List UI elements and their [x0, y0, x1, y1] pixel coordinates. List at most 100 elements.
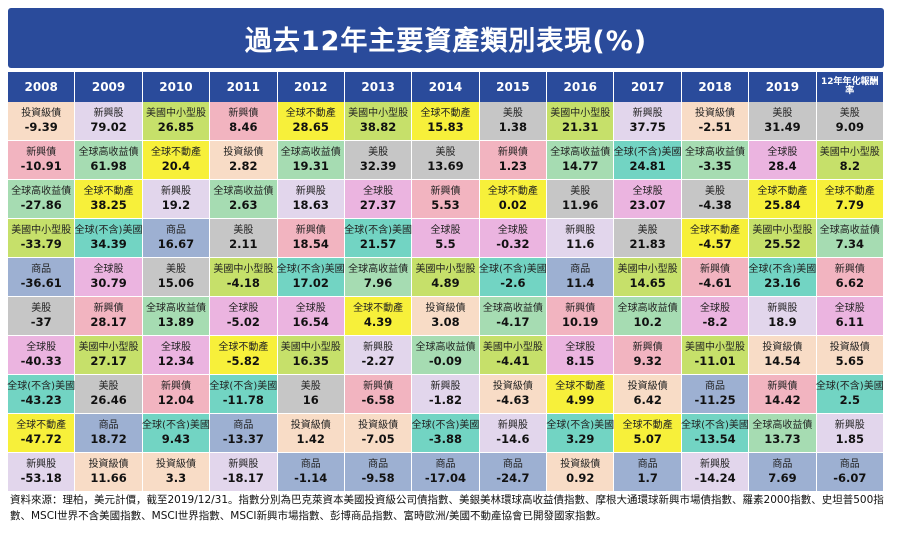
table-cell: 美股 32.39 [344, 141, 413, 180]
asset-name: 全球股 [295, 302, 326, 314]
asset-name: 全球(不含)美國 [478, 263, 547, 275]
table-cell: 新興股 -14.24 [681, 453, 750, 492]
return-value: 3.3 [165, 470, 187, 485]
asset-name: 全球不動產 [757, 185, 808, 197]
return-value: -27.86 [20, 197, 62, 212]
table-cell: 美國中小型股 21.31 [547, 102, 615, 141]
asset-name: 全球(不含)美國 [7, 380, 76, 392]
asset-name: 全球股 [834, 302, 865, 314]
return-value: 1.23 [498, 158, 528, 173]
return-value: -36.61 [20, 275, 62, 290]
return-value: 5.07 [633, 431, 662, 446]
table-cell: 美股 -37 [8, 297, 76, 336]
table-cell: 新興股 18.9 [749, 297, 817, 336]
return-value: -24.7 [496, 470, 530, 485]
asset-name: 美國中小型股 [550, 107, 611, 119]
asset-name: 投資級債 [290, 419, 331, 431]
asset-name: 新興債 [93, 302, 124, 314]
return-value: -2.51 [698, 119, 732, 134]
return-value: -10.91 [20, 158, 62, 173]
return-value: 7.79 [835, 197, 864, 212]
asset-name: 新興債 [363, 380, 394, 392]
table-cell: 全球股 8.15 [547, 336, 615, 375]
asset-name: 全球高收益債 [145, 302, 206, 314]
table-cell: 投資級債 0.92 [547, 453, 615, 492]
asset-name: 全球(不含)美國 [209, 380, 278, 392]
table-cell: 全球股 28.4 [749, 141, 817, 180]
return-value: 38.25 [90, 197, 127, 212]
return-value: 16.35 [292, 353, 329, 368]
return-value: 14.42 [764, 392, 801, 407]
return-value: -5.02 [226, 314, 260, 329]
return-value: 18.9 [768, 314, 797, 329]
table-cell: 美股 26.46 [75, 375, 143, 414]
asset-name: 投資級債 [21, 107, 62, 119]
return-value: -53.18 [20, 470, 62, 485]
table-cell: 全球(不含)美國 -43.23 [7, 375, 76, 414]
table-cell: 全球(不含)美國 -3.88 [412, 414, 480, 453]
table-cell: 新興債 6.62 [816, 258, 884, 297]
return-value: -9.39 [24, 119, 58, 134]
return-value: 18.72 [90, 431, 127, 446]
asset-name: 全球(不含)美國 [815, 380, 884, 392]
asset-name: 新興股 [430, 380, 461, 392]
return-value: 2.5 [839, 392, 860, 407]
table-cell: 新興股 37.75 [614, 102, 682, 141]
return-value: -3.88 [428, 431, 463, 446]
return-value: 32.39 [359, 158, 397, 173]
return-value: 7.34 [835, 236, 864, 251]
chart-title: 過去12年主要資產類別表現(%) [244, 25, 648, 57]
return-value: 12.04 [157, 392, 195, 407]
table-cell: 全球高收益債 -3.35 [681, 141, 750, 180]
table-cell: 商品 -11.25 [681, 375, 750, 414]
asset-name: 新興股 [26, 458, 57, 470]
asset-name: 美股 [31, 302, 52, 314]
asset-name: 美股 [705, 185, 726, 197]
return-value: 3.29 [566, 431, 595, 446]
asset-name: 全球股 [26, 341, 57, 353]
asset-name: 投資級債 [762, 341, 803, 353]
table-cell: 美股 13.69 [412, 141, 480, 180]
table-cell: 投資級債 11.66 [75, 453, 143, 492]
table-cell: 商品 -17.04 [412, 453, 480, 492]
table-cell: 商品 -6.07 [816, 453, 884, 492]
table-cell: 商品 -1.14 [277, 453, 345, 492]
return-value: 11.6 [566, 236, 595, 251]
asset-name: 全球股 [160, 341, 191, 353]
table-cell: 美國中小型股 8.2 [816, 141, 884, 180]
asset-name: 全球高收益債 [280, 146, 341, 158]
table-cell: 全球(不含)美國 34.39 [75, 219, 143, 258]
asset-name: 新興股 [295, 185, 326, 197]
asset-name: 新興股 [700, 458, 731, 470]
return-value: 11.96 [562, 197, 599, 212]
asset-name: 美國中小型股 [415, 263, 476, 275]
table-cell: 全球不動產 38.25 [75, 180, 143, 219]
asset-name: 全球股 [228, 302, 259, 314]
table-cell: 全球高收益債 -27.86 [8, 180, 76, 219]
table-cell: 投資級債 -9.39 [8, 102, 76, 141]
asset-name: 美國中小型股 [348, 107, 409, 119]
return-value: 18.54 [292, 236, 329, 251]
table-cell: 全球不動產 -4.57 [681, 219, 750, 258]
column-header: 2018 [681, 72, 750, 102]
asset-name: 投資級債 [425, 302, 466, 314]
table-cell: 商品 -24.7 [479, 453, 548, 492]
return-value: -6.58 [361, 392, 395, 407]
table-cell: 投資級債 14.54 [749, 336, 817, 375]
return-value: 4.89 [431, 275, 460, 290]
asset-name: 全球不動產 [690, 224, 741, 236]
table-cell: 美股 31.49 [749, 102, 817, 141]
asset-name: 美股 [637, 224, 658, 236]
asset-name: 全球(不含)美國 [142, 419, 210, 431]
table-cell: 新興股 79.02 [75, 102, 143, 141]
asset-name: 全球不動產 [487, 185, 538, 197]
asset-name: 美股 [368, 146, 389, 158]
return-value: 16 [302, 392, 319, 407]
table-cell: 全球高收益債 2.63 [210, 180, 278, 219]
return-value: -11.01 [694, 353, 736, 368]
table-cell: 新興股 19.2 [142, 180, 211, 219]
return-value: -43.23 [20, 392, 62, 407]
table-cell: 投資級債 -7.05 [344, 414, 413, 453]
table-cell: 全球不動產 20.4 [142, 141, 211, 180]
asset-name: 美國中小型股 [685, 341, 746, 353]
